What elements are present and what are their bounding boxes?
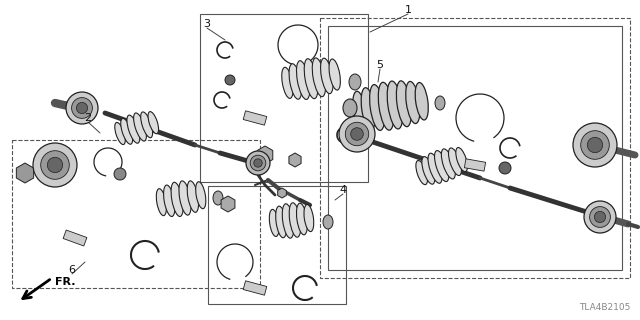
Circle shape: [339, 116, 375, 152]
Ellipse shape: [422, 156, 435, 184]
Bar: [320, 18, 630, 278]
Text: FR.: FR.: [55, 277, 76, 287]
Ellipse shape: [134, 113, 147, 141]
Circle shape: [588, 137, 603, 153]
Circle shape: [589, 207, 611, 228]
Bar: [243, 111, 267, 125]
Ellipse shape: [196, 182, 206, 209]
Ellipse shape: [296, 203, 307, 235]
Circle shape: [72, 98, 92, 118]
Text: 5: 5: [376, 60, 383, 70]
Circle shape: [246, 151, 270, 175]
Ellipse shape: [115, 123, 125, 145]
Text: 4: 4: [339, 185, 347, 195]
Ellipse shape: [415, 83, 428, 120]
Circle shape: [250, 155, 266, 171]
Ellipse shape: [179, 181, 191, 215]
Circle shape: [580, 131, 609, 159]
Ellipse shape: [213, 191, 223, 205]
Ellipse shape: [353, 91, 366, 129]
Ellipse shape: [343, 99, 357, 117]
Polygon shape: [17, 163, 34, 183]
Bar: [63, 230, 87, 246]
Polygon shape: [221, 196, 235, 212]
Text: 1: 1: [404, 5, 412, 15]
Ellipse shape: [323, 215, 333, 229]
Ellipse shape: [449, 148, 461, 176]
Circle shape: [225, 75, 235, 85]
Ellipse shape: [171, 182, 183, 217]
Bar: [243, 281, 267, 295]
Ellipse shape: [370, 84, 385, 131]
Ellipse shape: [312, 58, 326, 97]
Ellipse shape: [188, 181, 198, 212]
Ellipse shape: [148, 112, 159, 134]
Ellipse shape: [156, 189, 166, 216]
Text: TLA4B2105: TLA4B2105: [579, 303, 630, 312]
Polygon shape: [278, 188, 286, 198]
Bar: [12, 140, 260, 288]
Circle shape: [47, 157, 63, 173]
Text: 6: 6: [68, 265, 76, 275]
Circle shape: [595, 212, 605, 223]
Bar: [200, 14, 368, 182]
Text: 3: 3: [204, 19, 211, 29]
Circle shape: [66, 92, 98, 124]
Bar: [328, 26, 622, 270]
Ellipse shape: [428, 153, 442, 183]
Polygon shape: [257, 146, 273, 164]
Ellipse shape: [164, 185, 175, 217]
Ellipse shape: [276, 206, 287, 238]
Ellipse shape: [442, 149, 455, 179]
Ellipse shape: [121, 118, 132, 144]
Bar: [465, 159, 486, 171]
Circle shape: [580, 131, 609, 159]
Circle shape: [573, 123, 617, 167]
Ellipse shape: [289, 203, 301, 237]
Ellipse shape: [349, 74, 361, 90]
Ellipse shape: [361, 88, 376, 130]
Ellipse shape: [387, 81, 403, 129]
Polygon shape: [289, 153, 301, 167]
Circle shape: [76, 102, 88, 114]
Circle shape: [33, 143, 77, 187]
Ellipse shape: [416, 161, 428, 185]
Circle shape: [584, 201, 616, 233]
Ellipse shape: [282, 204, 294, 238]
Circle shape: [346, 122, 369, 146]
Circle shape: [499, 162, 511, 174]
Text: 2: 2: [84, 113, 92, 123]
Circle shape: [114, 168, 126, 180]
Ellipse shape: [378, 82, 394, 130]
Ellipse shape: [456, 148, 467, 172]
Ellipse shape: [141, 112, 152, 138]
Ellipse shape: [304, 204, 314, 232]
Ellipse shape: [127, 115, 140, 143]
Ellipse shape: [269, 209, 279, 236]
Ellipse shape: [406, 81, 420, 124]
Ellipse shape: [396, 81, 412, 127]
Ellipse shape: [435, 151, 449, 181]
Ellipse shape: [329, 59, 340, 90]
Ellipse shape: [296, 61, 310, 100]
Ellipse shape: [321, 58, 333, 94]
Circle shape: [41, 151, 69, 179]
Circle shape: [351, 128, 364, 140]
Circle shape: [254, 159, 262, 167]
Ellipse shape: [304, 59, 318, 99]
Bar: [208, 186, 346, 304]
Ellipse shape: [435, 96, 445, 110]
Ellipse shape: [282, 67, 293, 98]
Ellipse shape: [289, 64, 301, 99]
